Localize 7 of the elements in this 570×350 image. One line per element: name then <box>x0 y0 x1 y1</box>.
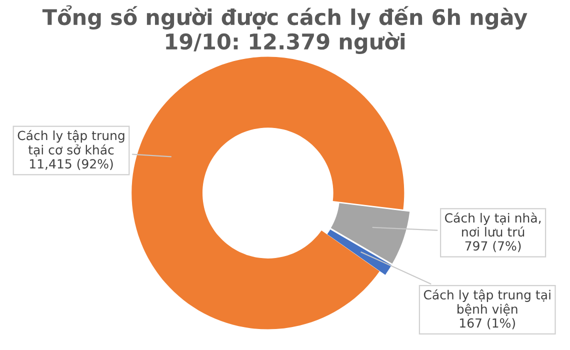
slice-label: Cách ly tại nhà, nơi lưu trú <box>445 212 541 237</box>
data-label: 11,415 (92%) <box>30 158 113 170</box>
data-label: 797 (7%) <box>465 240 521 252</box>
chart-title: Tổng số người được cách ly đến 6h ngày 19/10: 12.379 người <box>42 5 528 54</box>
slice-label: Cách ly tập trung tại cơ sở khác <box>18 130 124 157</box>
data-label: 167 (1%) <box>460 318 515 330</box>
slice-label: Cách ly tập trung tại bệnh viện <box>424 289 550 316</box>
